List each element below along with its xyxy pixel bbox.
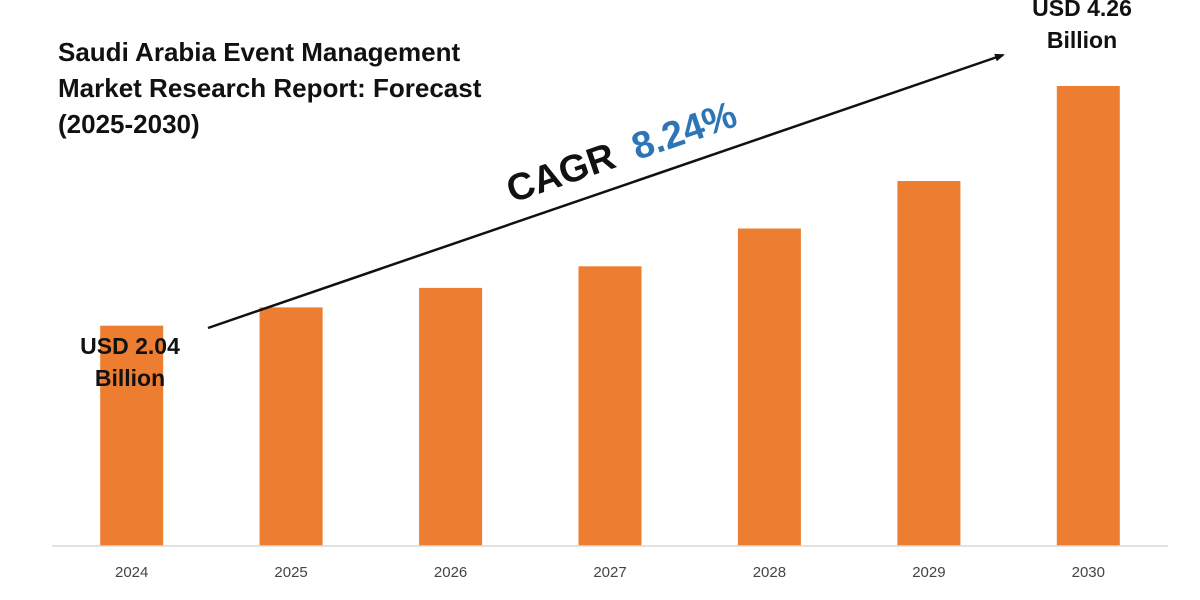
end-value-amount: USD 4.26 <box>1032 0 1132 21</box>
x-tick-2030: 2030 <box>1072 564 1105 581</box>
start-value-unit: Billion <box>94 365 166 391</box>
bar-series <box>100 86 1120 546</box>
cagr-label: CAGR <box>501 136 620 212</box>
end-value-callout: USD 4.26 Billion <box>1012 0 1152 56</box>
bar-2028 <box>737 228 801 546</box>
growth-arrow <box>207 53 1005 330</box>
bar-2030 <box>1056 86 1120 546</box>
x-tick-2029: 2029 <box>912 564 945 581</box>
x-tick-2025: 2025 <box>274 564 307 581</box>
title-line-2: Market Research Report: Forecast <box>58 73 482 103</box>
cagr-annotation: CAGR 8.24% <box>501 94 742 212</box>
bar-2029 <box>897 181 961 546</box>
bar-2025 <box>259 307 323 546</box>
x-tick-2024: 2024 <box>115 564 148 581</box>
title-line-3: (2025-2030) <box>58 109 200 139</box>
x-tick-2027: 2027 <box>593 564 626 581</box>
end-value-unit: Billion <box>1046 27 1118 53</box>
chart-title: Saudi Arabia Event Management Market Res… <box>58 34 578 142</box>
title-line-1: Saudi Arabia Event Management <box>58 37 461 67</box>
x-tick-2028: 2028 <box>753 564 786 581</box>
bar-2027 <box>578 266 642 546</box>
x-tick-2026: 2026 <box>434 564 467 581</box>
start-value-callout: USD 2.04 Billion <box>60 330 200 394</box>
start-value-amount: USD 2.04 <box>80 333 180 359</box>
x-tick-labels: 2024 2025 2026 2027 2028 2029 2030 <box>115 564 1105 581</box>
bar-2026 <box>419 287 483 546</box>
bar-2024 <box>100 325 164 546</box>
cagr-value: 8.24% <box>627 94 743 169</box>
